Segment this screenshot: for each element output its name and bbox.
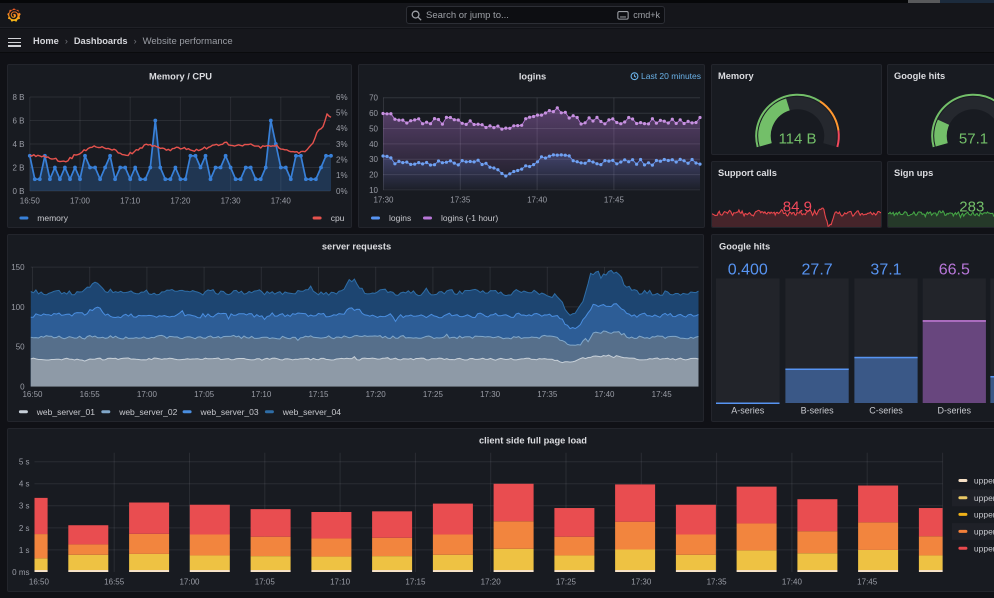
svg-text:17:05: 17:05 bbox=[194, 390, 215, 399]
svg-text:4%: 4% bbox=[336, 124, 348, 133]
svg-text:D-series: D-series bbox=[938, 405, 972, 415]
svg-text:283: 283 bbox=[959, 198, 984, 215]
svg-text:web_server_02: web_server_02 bbox=[118, 407, 177, 417]
svg-text:upper_50: upper_50 bbox=[974, 493, 994, 503]
svg-text:cpu: cpu bbox=[331, 213, 345, 223]
svg-text:3%: 3% bbox=[336, 140, 348, 149]
svg-text:Last 20 minutes: Last 20 minutes bbox=[641, 71, 701, 81]
svg-text:17:20: 17:20 bbox=[481, 578, 502, 587]
svg-text:17:00: 17:00 bbox=[179, 578, 200, 587]
svg-text:web_server_01: web_server_01 bbox=[36, 407, 95, 417]
svg-text:Memory / CPU: Memory / CPU bbox=[149, 72, 212, 82]
svg-text:50: 50 bbox=[369, 124, 378, 133]
svg-text:10: 10 bbox=[369, 186, 378, 195]
svg-text:6 B: 6 B bbox=[12, 116, 24, 125]
svg-text:16:55: 16:55 bbox=[104, 578, 125, 587]
svg-text:1 s: 1 s bbox=[19, 546, 30, 555]
svg-text:27.7: 27.7 bbox=[802, 261, 833, 278]
svg-text:17:20: 17:20 bbox=[366, 390, 387, 399]
svg-text:A-series: A-series bbox=[731, 405, 765, 415]
svg-text:114 B: 114 B bbox=[778, 130, 816, 147]
svg-text:17:10: 17:10 bbox=[251, 390, 272, 399]
svg-text:100: 100 bbox=[11, 303, 25, 312]
svg-text:C-series: C-series bbox=[869, 405, 903, 415]
svg-text:0: 0 bbox=[20, 382, 25, 391]
svg-text:logins: logins bbox=[389, 213, 411, 223]
svg-text:20: 20 bbox=[369, 171, 378, 180]
svg-text:web_server_03: web_server_03 bbox=[200, 407, 259, 417]
svg-text:memory: memory bbox=[37, 213, 68, 223]
svg-text:5 s: 5 s bbox=[19, 458, 30, 467]
svg-text:8 B: 8 B bbox=[12, 93, 24, 102]
svg-text:4 s: 4 s bbox=[19, 480, 30, 489]
svg-text:17:15: 17:15 bbox=[308, 390, 329, 399]
svg-text:1%: 1% bbox=[336, 171, 348, 180]
svg-text:17:45: 17:45 bbox=[604, 195, 625, 204]
svg-text:17:40: 17:40 bbox=[594, 390, 615, 399]
svg-text:0 ms: 0 ms bbox=[12, 568, 29, 577]
svg-text:16:50: 16:50 bbox=[22, 390, 43, 399]
svg-text:70: 70 bbox=[369, 94, 378, 103]
svg-text:17:40: 17:40 bbox=[271, 196, 292, 205]
svg-text:30: 30 bbox=[369, 155, 378, 164]
svg-text:5%: 5% bbox=[336, 109, 348, 118]
svg-text:17:20: 17:20 bbox=[170, 196, 191, 205]
svg-text:Google hits: Google hits bbox=[719, 242, 770, 252]
svg-text:4 B: 4 B bbox=[12, 140, 24, 149]
svg-text:logins: logins bbox=[519, 72, 546, 82]
svg-text:2 s: 2 s bbox=[19, 524, 30, 533]
svg-text:17:00: 17:00 bbox=[70, 196, 91, 205]
svg-text:0%: 0% bbox=[336, 187, 348, 196]
svg-text:0 B: 0 B bbox=[12, 187, 24, 196]
svg-text:150: 150 bbox=[11, 263, 25, 272]
svg-text:logins (-1 hour): logins (-1 hour) bbox=[441, 213, 498, 223]
svg-text:17:25: 17:25 bbox=[423, 390, 444, 399]
svg-text:17:35: 17:35 bbox=[707, 578, 728, 587]
svg-text:17:45: 17:45 bbox=[652, 390, 673, 399]
svg-text:37.1: 37.1 bbox=[870, 261, 901, 278]
svg-text:17:10: 17:10 bbox=[120, 196, 141, 205]
svg-text:17:30: 17:30 bbox=[631, 578, 652, 587]
svg-text:2%: 2% bbox=[336, 156, 348, 165]
svg-text:84.9: 84.9 bbox=[783, 198, 812, 215]
svg-text:web_server_04: web_server_04 bbox=[282, 407, 341, 417]
svg-text:upper_95: upper_95 bbox=[974, 544, 994, 554]
svg-text:17:25: 17:25 bbox=[556, 578, 577, 587]
svg-text:17:30: 17:30 bbox=[480, 390, 501, 399]
svg-text:6%: 6% bbox=[336, 93, 348, 102]
svg-text:3 s: 3 s bbox=[19, 502, 30, 511]
svg-text:2 B: 2 B bbox=[12, 163, 24, 172]
svg-text:17:10: 17:10 bbox=[330, 578, 351, 587]
svg-text:17:30: 17:30 bbox=[221, 196, 242, 205]
svg-text:client side full page load: client side full page load bbox=[479, 436, 587, 446]
svg-text:17:45: 17:45 bbox=[857, 578, 878, 587]
svg-text:16:50: 16:50 bbox=[20, 196, 41, 205]
svg-text:17:30: 17:30 bbox=[373, 195, 394, 204]
svg-text:upper_75: upper_75 bbox=[974, 510, 994, 520]
svg-text:60: 60 bbox=[369, 109, 378, 118]
svg-text:16:55: 16:55 bbox=[80, 390, 101, 399]
svg-text:upper_90: upper_90 bbox=[974, 527, 994, 537]
svg-text:66.5: 66.5 bbox=[939, 261, 970, 278]
svg-text:50: 50 bbox=[16, 343, 25, 352]
svg-text:16:50: 16:50 bbox=[29, 578, 50, 587]
svg-text:17:15: 17:15 bbox=[405, 578, 426, 587]
svg-text:17:35: 17:35 bbox=[537, 390, 558, 399]
svg-text:17:35: 17:35 bbox=[450, 195, 471, 204]
svg-text:40: 40 bbox=[369, 140, 378, 149]
svg-text:17:05: 17:05 bbox=[255, 578, 276, 587]
svg-text:server requests: server requests bbox=[322, 242, 391, 252]
svg-text:B-series: B-series bbox=[801, 405, 835, 415]
svg-text:0.400: 0.400 bbox=[728, 261, 768, 278]
svg-text:upper_25: upper_25 bbox=[974, 476, 994, 486]
svg-text:57.1: 57.1 bbox=[959, 130, 988, 147]
svg-text:17:40: 17:40 bbox=[527, 195, 548, 204]
svg-text:17:40: 17:40 bbox=[782, 578, 803, 587]
svg-text:17:00: 17:00 bbox=[137, 390, 158, 399]
